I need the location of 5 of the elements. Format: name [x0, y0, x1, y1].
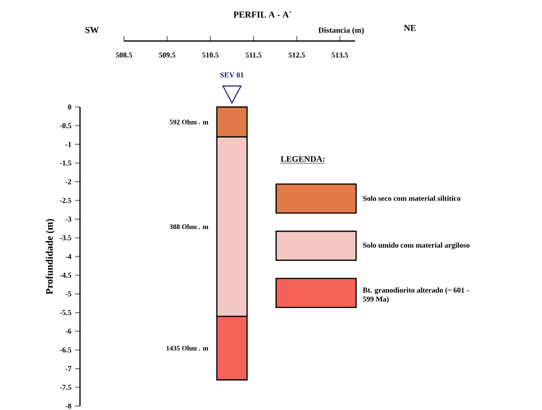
text: SW — [86, 26, 99, 34]
legend-title: LEGENDA: — [280, 156, 324, 162]
chart-title: PERFIL A - A` — [234, 11, 292, 18]
text: NE — [404, 25, 416, 31]
y-axis-title: Profundidade (m) — [46, 218, 55, 294]
